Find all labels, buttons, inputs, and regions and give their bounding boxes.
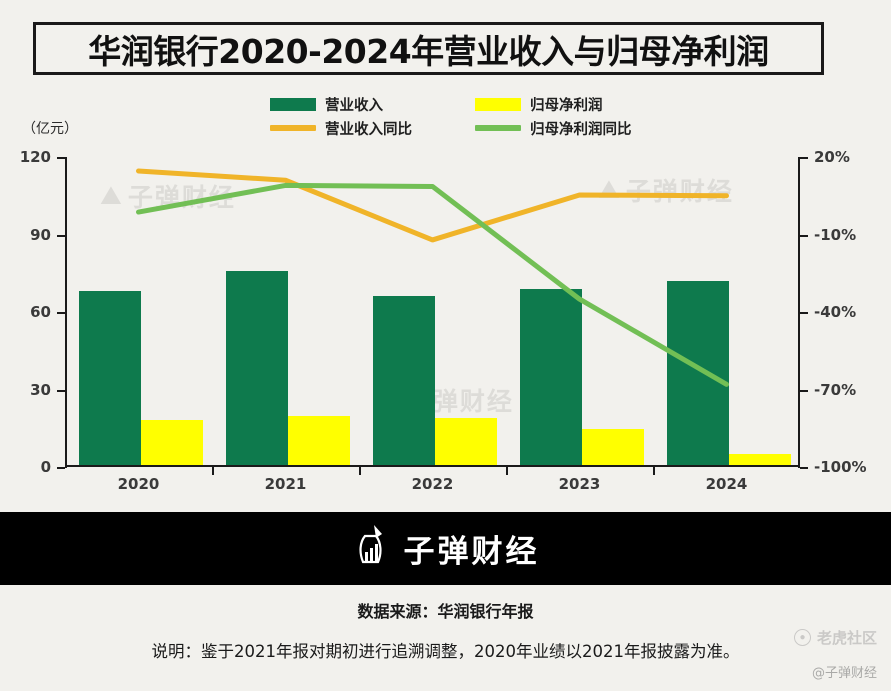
line-revenue-yoy <box>136 168 729 243</box>
y-tick-left <box>57 157 65 159</box>
brand-lockup: 子弹财经 <box>352 522 540 575</box>
y-tick-label-right: -70% <box>814 380 857 399</box>
legend-swatch-net-profit-icon <box>475 97 521 111</box>
y-tick-label-right: -40% <box>814 303 857 321</box>
y-tick-label-right: -10% <box>814 225 857 244</box>
page-title: 华润银行2020-2024年营业收入与归母净利润 <box>88 31 769 71</box>
y-tick-label-left: 0 <box>40 458 51 476</box>
legend-item-revenue-yoy: 营业收入同比 <box>270 118 475 139</box>
bar-2020-net-profit <box>140 419 203 465</box>
y-tick-label-left: 30 <box>30 380 51 399</box>
y-tick-left <box>57 467 65 469</box>
y-tick-label-right: 20% <box>814 148 850 166</box>
y-axis-unit-label: （亿元） <box>22 121 78 137</box>
bullet-finance-logo-icon <box>352 522 394 575</box>
legend-label-revenue: 营业收入 <box>325 97 383 114</box>
y-tick-label-left: 60 <box>30 303 51 321</box>
x-axis-line <box>65 465 800 467</box>
footer-brand-band: 子弹财经 <box>0 512 891 585</box>
handle-watermark: @子弹财经 <box>812 662 877 682</box>
legend-swatch-net-profit-yoy-icon <box>475 125 521 131</box>
x-tick-label-2020: 2020 <box>117 475 160 493</box>
legend-swatch-revenue-yoy-icon <box>270 125 316 131</box>
x-tick-label-2024: 2024 <box>705 475 748 493</box>
y-tick-left <box>57 234 65 237</box>
y-tick-left <box>57 389 65 392</box>
brand-name: 子弹财经 <box>403 534 540 570</box>
x-tick <box>212 467 214 475</box>
y-tick-right <box>800 312 808 314</box>
bar-2021-net-profit <box>287 416 350 465</box>
community-watermark-text: 老虎社区 <box>816 629 877 647</box>
legend-label-net-profit: 归母净利润 <box>530 97 603 114</box>
y-tick-right <box>800 467 808 469</box>
bar-2022-revenue <box>372 296 435 465</box>
bar-2020-revenue <box>78 291 141 465</box>
bar-2021-revenue <box>225 270 288 465</box>
data-source-line: 数据来源：华润银行年报 <box>357 602 534 621</box>
legend-item-net-profit-yoy: 归母净利润同比 <box>475 118 632 139</box>
chart-plot-area: 0 30 60 90 120 20% -10% -40% -70% -100% 2020 2021… <box>20 148 867 493</box>
x-tick-label-2021: 2021 <box>264 475 307 493</box>
legend-item-revenue: 营业收入 <box>270 94 475 115</box>
legend-label-net-profit-yoy: 归母净利润同比 <box>530 121 632 138</box>
community-watermark-icon: ● <box>793 629 811 646</box>
y-axis-right-line <box>798 157 800 468</box>
y-tick-right <box>800 157 808 159</box>
bar-2024-revenue <box>666 281 729 465</box>
bar-2024-net-profit <box>728 454 791 465</box>
chart-title-box: 华润银行2020-2024年营业收入与归母净利润 <box>33 22 824 75</box>
x-tick <box>653 467 655 475</box>
legend-row-2: 营业收入同比 归母净利润同比 <box>270 116 690 140</box>
y-axis-left-line <box>65 157 67 468</box>
handle-watermark-text: @子弹财经 <box>811 666 877 681</box>
legend-item-net-profit: 归母净利润 <box>475 94 603 115</box>
y-tick-right <box>800 389 808 392</box>
community-watermark: ● 老虎社区 <box>793 627 877 648</box>
legend-row-1: 营业收入 归母净利润 <box>270 92 690 116</box>
y-tick-right <box>800 234 808 237</box>
chart-legend: 营业收入 归母净利润 营业收入同比 归母净利润同比 <box>270 92 690 140</box>
x-tick-label-2022: 2022 <box>411 475 454 493</box>
legend-swatch-revenue-icon <box>270 97 316 111</box>
y-tick-label-right: -100% <box>814 458 867 476</box>
y-tick-label-left: 120 <box>19 148 51 166</box>
bar-2023-revenue <box>519 289 582 465</box>
bar-2023-net-profit <box>581 429 644 465</box>
y-tick-left <box>57 312 65 314</box>
bar-2022-net-profit <box>434 418 497 465</box>
x-tick <box>506 467 508 475</box>
x-tick-label-2023: 2023 <box>558 475 601 493</box>
footnote-line: 说明：鉴于2021年报对期初进行追溯调整，2020年业绩以2021年报披露为准。 <box>151 642 740 661</box>
legend-label-revenue-yoy: 营业收入同比 <box>325 121 412 138</box>
x-tick <box>359 467 361 475</box>
y-tick-label-left: 90 <box>30 225 51 244</box>
